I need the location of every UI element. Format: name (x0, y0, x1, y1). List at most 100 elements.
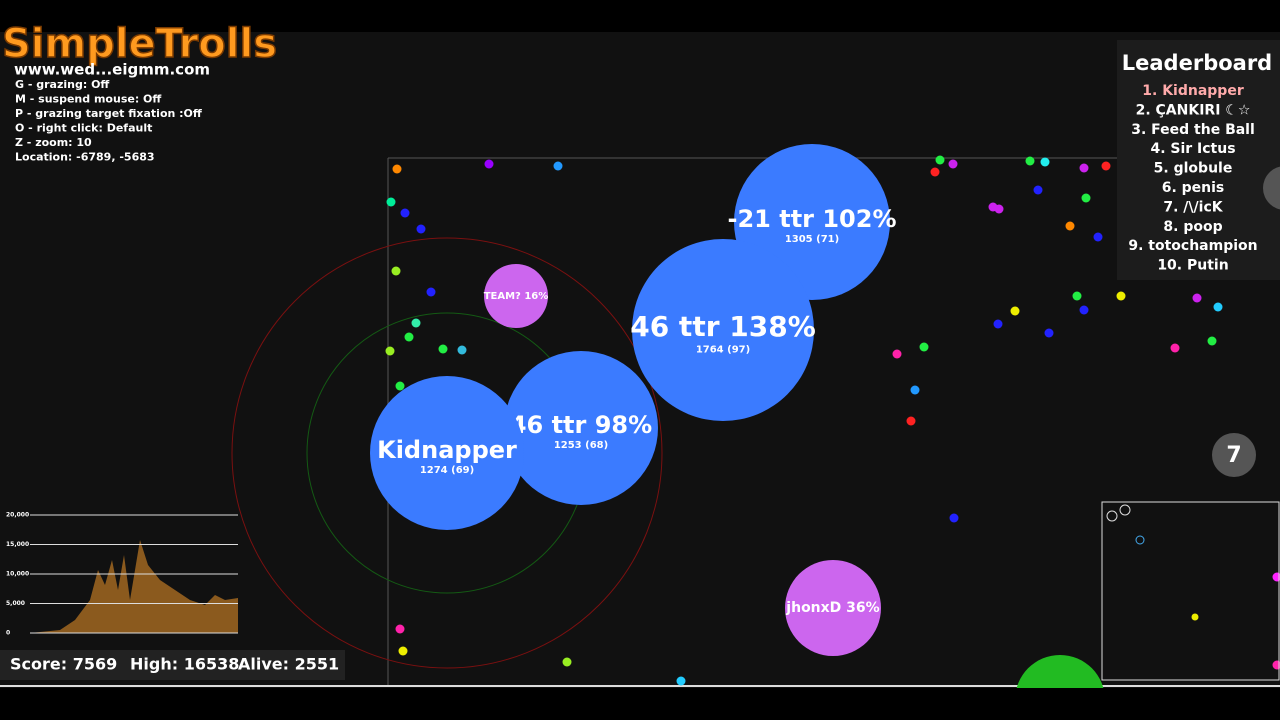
watermark-url: www.wed...eigmm.com (14, 61, 210, 79)
food-pellet (392, 164, 402, 174)
food-pellet (1116, 291, 1126, 301)
food-pellet (1170, 343, 1180, 353)
food-pellet (484, 159, 494, 169)
food-pellet (949, 513, 959, 523)
food-pellet (994, 204, 1004, 214)
cell-name: TEAM? 16% (484, 291, 549, 302)
food-pellet (1207, 336, 1217, 346)
cell-mass: 1305 (71) (785, 234, 839, 245)
player-cell (632, 239, 814, 421)
cell-name: Kidnapper (377, 436, 517, 464)
food-pellet (993, 319, 1003, 329)
food-pellet (1213, 302, 1223, 312)
food-pellet (930, 167, 940, 177)
setting-line: Location: -6789, -5683 (15, 151, 155, 164)
cell-mass: 1274 (69) (420, 465, 474, 476)
stats-bar (0, 650, 345, 680)
badge (1212, 433, 1256, 477)
score: Score: 7569 (10, 655, 117, 674)
food-pellet (676, 676, 686, 686)
food-pellet (948, 159, 958, 169)
food-pellet (1079, 305, 1089, 315)
player-cell (504, 351, 658, 505)
badge-count: 7 (1226, 443, 1241, 468)
food-pellet (553, 161, 563, 171)
leaderboard-entry: 8. poop (1163, 219, 1222, 235)
food-pellet (1033, 185, 1043, 195)
player-cell (370, 376, 524, 530)
cell-name: 46 ttr 98% (510, 411, 652, 439)
leaderboard-entry: 3. Feed the Ball (1131, 122, 1255, 138)
setting-line: M - suspend mouse: Off (15, 93, 161, 106)
letterbox-top (0, 0, 1280, 32)
cell-name: -21 ttr 102% (728, 205, 897, 233)
settings-list: G - grazing: Off M - suspend mouse: OffP … (15, 78, 202, 164)
food-pellet (1272, 572, 1280, 582)
cell-name: jhonxD 36% (785, 600, 879, 616)
setting-line: G - grazing: Off (15, 78, 109, 91)
food-pellet (385, 346, 395, 356)
food-pellet (404, 332, 414, 342)
letterbox-bottom (0, 688, 1280, 720)
food-pellet (1081, 193, 1091, 203)
food-pellet (1010, 306, 1020, 316)
food-pellet (411, 318, 421, 328)
graph-label: 20,000 (6, 512, 29, 519)
food-pellet (1040, 157, 1050, 167)
high-score: High: 16538 (130, 655, 239, 674)
food-pellet (395, 381, 405, 391)
food-pellet (416, 224, 426, 234)
food-pellet (1072, 291, 1082, 301)
graph-label: 10,000 (6, 571, 29, 578)
food-pellet (1044, 328, 1054, 338)
food-pellet (1192, 293, 1202, 303)
food-pellet (391, 266, 401, 276)
setting-line: Z - zoom: 10 (15, 136, 92, 149)
food-pellet (892, 349, 902, 359)
food-pellet (562, 657, 572, 667)
graph-label: 0 (6, 630, 10, 637)
food-pellet (438, 344, 448, 354)
food-pellet (919, 342, 929, 352)
minimap-dot (1106, 510, 1118, 522)
food-pellet (386, 197, 396, 207)
player-cell (785, 560, 881, 656)
minimap-dot (1191, 613, 1199, 621)
badge (1263, 166, 1280, 210)
leaderboard-entry: 9. totochampion (1128, 238, 1257, 254)
setting-line: P - grazing target fixation :Off (15, 107, 202, 120)
leaderboard-entry: 6. penis (1162, 180, 1225, 196)
range-circle (231, 237, 663, 669)
food-pellet (935, 155, 945, 165)
food-pellet (1093, 232, 1103, 242)
graph-area (30, 540, 238, 633)
minimap (1101, 501, 1280, 681)
cell-mass: 1253 (68) (554, 440, 608, 451)
food-layer (385, 155, 1280, 686)
food-pellet (1065, 221, 1075, 231)
minimap-dot (1135, 535, 1145, 545)
food-pellet (400, 208, 410, 218)
leaderboard-entry: 10. Putin (1157, 258, 1228, 274)
food-pellet (1101, 161, 1111, 171)
player-cell (484, 264, 548, 328)
food-pellet (1272, 660, 1280, 670)
leaderboard-entry: 4. Sir Ictus (1150, 141, 1235, 157)
graph-label: 5,000 (6, 600, 25, 607)
mass-graph: 20,000 15,000 10,000 5,000 0 (6, 512, 238, 637)
food-pellet (398, 646, 408, 656)
food-pellet (910, 385, 920, 395)
leaderboard-entry: 7. /\/icK (1163, 199, 1223, 215)
leaderboard-entry: 5. globule (1154, 161, 1233, 177)
cell-name: 46 ttr 138% (630, 310, 816, 343)
food-pellet (1025, 156, 1035, 166)
watermark-title: SimpleTrolls (2, 21, 277, 67)
food-pellet (1079, 163, 1089, 173)
food-pellet (906, 416, 916, 426)
food-pellet (395, 624, 405, 634)
leaderboard-entry: 1. Kidnapper (1142, 83, 1244, 99)
minimap-dot (1119, 504, 1131, 516)
leaderboard-title: Leaderboard (1122, 51, 1272, 75)
